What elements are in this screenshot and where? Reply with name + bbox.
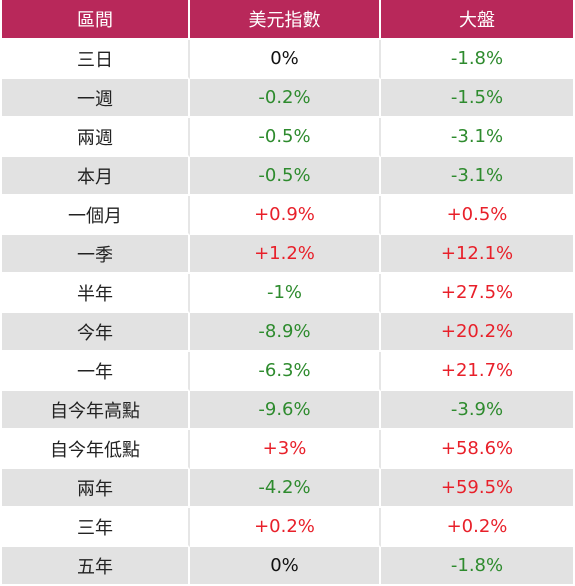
cell-usd-index: -8.9% bbox=[190, 313, 381, 352]
cell-period: 一個月 bbox=[2, 196, 190, 235]
cell-market: +59.5% bbox=[381, 469, 573, 508]
cell-period: 一年 bbox=[2, 352, 190, 391]
cell-market: -1.8% bbox=[381, 40, 573, 79]
cell-period: 一週 bbox=[2, 79, 190, 118]
cell-market: +20.2% bbox=[381, 313, 573, 352]
header-period: 區間 bbox=[2, 0, 190, 40]
cell-usd-index: 0% bbox=[190, 547, 381, 586]
table-row: 半年 -1% +27.5% bbox=[2, 274, 573, 313]
cell-period: 一季 bbox=[2, 235, 190, 274]
cell-period: 三年 bbox=[2, 508, 190, 547]
table-row: 一週 -0.2% -1.5% bbox=[2, 79, 573, 118]
cell-usd-index: +0.9% bbox=[190, 196, 381, 235]
cell-market: -1.5% bbox=[381, 79, 573, 118]
cell-usd-index: -1% bbox=[190, 274, 381, 313]
cell-period: 今年 bbox=[2, 313, 190, 352]
cell-market: +27.5% bbox=[381, 274, 573, 313]
cell-period: 兩年 bbox=[2, 469, 190, 508]
table-row: 一年 -6.3% +21.7% bbox=[2, 352, 573, 391]
cell-usd-index: +3% bbox=[190, 430, 381, 469]
cell-usd-index: -4.2% bbox=[190, 469, 381, 508]
cell-market: +12.1% bbox=[381, 235, 573, 274]
cell-market: -3.9% bbox=[381, 391, 573, 430]
cell-market: +0.2% bbox=[381, 508, 573, 547]
cell-period: 自今年高點 bbox=[2, 391, 190, 430]
cell-market: -3.1% bbox=[381, 157, 573, 196]
cell-usd-index: +1.2% bbox=[190, 235, 381, 274]
cell-period: 兩週 bbox=[2, 118, 190, 157]
table-body: 三日 0% -1.8% 一週 -0.2% -1.5% 兩週 -0.5% -3.1% 本月 -0.5%… bbox=[2, 40, 573, 586]
cell-market: -1.8% bbox=[381, 547, 573, 586]
cell-usd-index: -9.6% bbox=[190, 391, 381, 430]
cell-usd-index: +0.2% bbox=[190, 508, 381, 547]
cell-market: +0.5% bbox=[381, 196, 573, 235]
cell-period: 本月 bbox=[2, 157, 190, 196]
table-row: 三日 0% -1.8% bbox=[2, 40, 573, 79]
table-row: 一個月 +0.9% +0.5% bbox=[2, 196, 573, 235]
cell-usd-index: 0% bbox=[190, 40, 381, 79]
table-row: 一季 +1.2% +12.1% bbox=[2, 235, 573, 274]
header-market: 大盤 bbox=[381, 0, 573, 40]
cell-period: 三日 bbox=[2, 40, 190, 79]
table-row: 本月 -0.5% -3.1% bbox=[2, 157, 573, 196]
table-row: 今年 -8.9% +20.2% bbox=[2, 313, 573, 352]
cell-usd-index: -0.5% bbox=[190, 157, 381, 196]
table-row: 三年 +0.2% +0.2% bbox=[2, 508, 573, 547]
cell-market: -3.1% bbox=[381, 118, 573, 157]
cell-usd-index: -6.3% bbox=[190, 352, 381, 391]
table-header-row: 區間 美元指數 大盤 bbox=[2, 0, 573, 40]
cell-market: +21.7% bbox=[381, 352, 573, 391]
table-row: 兩週 -0.5% -3.1% bbox=[2, 118, 573, 157]
cell-market: +58.6% bbox=[381, 430, 573, 469]
cell-period: 半年 bbox=[2, 274, 190, 313]
cell-period: 自今年低點 bbox=[2, 430, 190, 469]
cell-period: 五年 bbox=[2, 547, 190, 586]
header-usd-index: 美元指數 bbox=[190, 0, 381, 40]
cell-usd-index: -0.5% bbox=[190, 118, 381, 157]
table-row: 兩年 -4.2% +59.5% bbox=[2, 469, 573, 508]
table-row: 自今年低點 +3% +58.6% bbox=[2, 430, 573, 469]
table-row: 五年 0% -1.8% bbox=[2, 547, 573, 586]
table-row: 自今年高點 -9.6% -3.9% bbox=[2, 391, 573, 430]
cell-usd-index: -0.2% bbox=[190, 79, 381, 118]
